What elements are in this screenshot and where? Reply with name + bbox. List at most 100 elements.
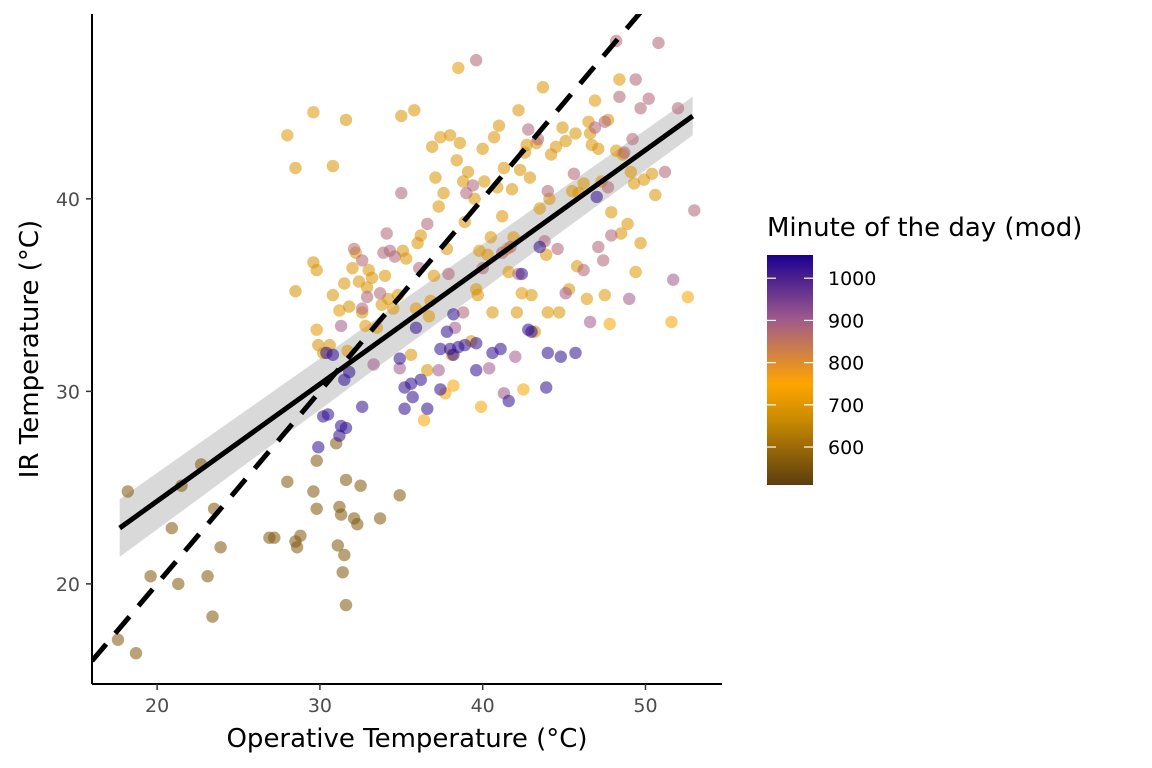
data-point xyxy=(447,379,460,392)
data-point xyxy=(505,183,519,196)
y-tick-label: 30 xyxy=(56,381,80,403)
data-point xyxy=(206,610,219,623)
data-point xyxy=(577,177,590,190)
data-point xyxy=(634,236,647,250)
data-point xyxy=(409,321,423,334)
data-point xyxy=(321,408,335,421)
data-point xyxy=(614,227,628,240)
data-point xyxy=(515,287,528,300)
data-point xyxy=(307,106,320,119)
legend-tick-label: 1000 xyxy=(828,268,876,290)
data-point xyxy=(289,285,302,298)
y-tick-label: 20 xyxy=(56,574,80,596)
data-point xyxy=(450,154,463,167)
data-point xyxy=(426,140,439,153)
data-point xyxy=(629,265,642,279)
data-point xyxy=(334,508,348,521)
data-point xyxy=(502,265,515,279)
x-tick-label: 50 xyxy=(633,695,657,717)
data-point xyxy=(320,346,333,360)
data-point xyxy=(569,127,582,140)
data-point xyxy=(338,373,351,386)
data-point xyxy=(414,229,427,242)
data-point xyxy=(658,165,672,179)
data-point xyxy=(458,338,471,352)
data-point xyxy=(388,250,401,263)
data-point xyxy=(588,94,602,107)
data-point xyxy=(642,92,655,105)
confidence-band xyxy=(119,96,693,557)
data-point xyxy=(470,364,483,377)
data-point xyxy=(470,283,483,296)
data-point xyxy=(476,142,489,155)
data-point xyxy=(513,163,527,177)
data-point xyxy=(667,273,680,286)
x-tick-label: 30 xyxy=(308,695,332,717)
confidence-band-layer xyxy=(119,96,693,557)
data-point xyxy=(404,348,418,361)
data-point xyxy=(121,485,134,498)
data-point xyxy=(359,319,372,333)
y-axis-title: IR Temperature (°C) xyxy=(15,220,45,478)
data-point xyxy=(510,306,524,319)
data-point xyxy=(623,292,636,306)
data-point xyxy=(214,541,227,554)
data-point xyxy=(294,529,307,542)
data-point xyxy=(289,161,302,175)
data-point xyxy=(307,485,320,498)
data-point xyxy=(645,167,659,180)
data-point xyxy=(338,277,351,290)
data-point xyxy=(483,362,496,375)
data-point xyxy=(395,186,408,200)
data-point xyxy=(310,323,323,336)
data-point xyxy=(354,479,367,492)
data-point xyxy=(387,302,400,315)
data-point xyxy=(502,394,515,408)
data-point xyxy=(201,570,214,583)
data-point xyxy=(442,267,455,281)
data-point xyxy=(592,240,605,254)
data-point xyxy=(551,242,564,256)
data-point xyxy=(559,134,572,148)
data-point xyxy=(515,267,528,281)
legend-tick-label: 900 xyxy=(828,310,864,332)
data-point xyxy=(393,362,406,375)
data-point xyxy=(310,454,323,467)
data-point xyxy=(541,184,554,198)
data-point xyxy=(598,288,611,302)
legend-tick-label: 700 xyxy=(828,395,864,417)
data-point xyxy=(553,306,566,319)
data-point xyxy=(393,352,406,365)
data-point xyxy=(580,292,594,306)
data-point xyxy=(339,473,353,487)
data-point xyxy=(494,342,507,356)
data-point xyxy=(583,315,597,329)
data-point xyxy=(618,146,631,159)
data-point xyxy=(414,373,427,386)
legend-ticks: 600 700 800 900 1000 xyxy=(767,268,876,459)
data-point xyxy=(434,342,447,356)
data-point xyxy=(517,383,530,396)
data-point xyxy=(613,90,626,104)
data-point xyxy=(466,179,480,192)
data-point xyxy=(367,358,380,371)
data-point xyxy=(144,570,157,583)
data-point xyxy=(621,217,634,231)
data-point xyxy=(626,132,639,146)
data-point xyxy=(356,302,369,315)
data-point xyxy=(681,290,694,304)
data-point xyxy=(380,227,393,240)
data-point xyxy=(393,489,406,502)
data-point xyxy=(310,502,323,515)
data-point xyxy=(165,521,178,535)
data-point xyxy=(598,115,611,128)
data-point xyxy=(395,109,408,123)
data-point xyxy=(649,188,662,202)
data-point xyxy=(452,61,465,75)
data-point xyxy=(421,364,434,377)
data-point xyxy=(629,73,642,86)
data-point xyxy=(347,242,361,256)
data-point xyxy=(457,175,470,188)
data-point xyxy=(432,200,445,213)
